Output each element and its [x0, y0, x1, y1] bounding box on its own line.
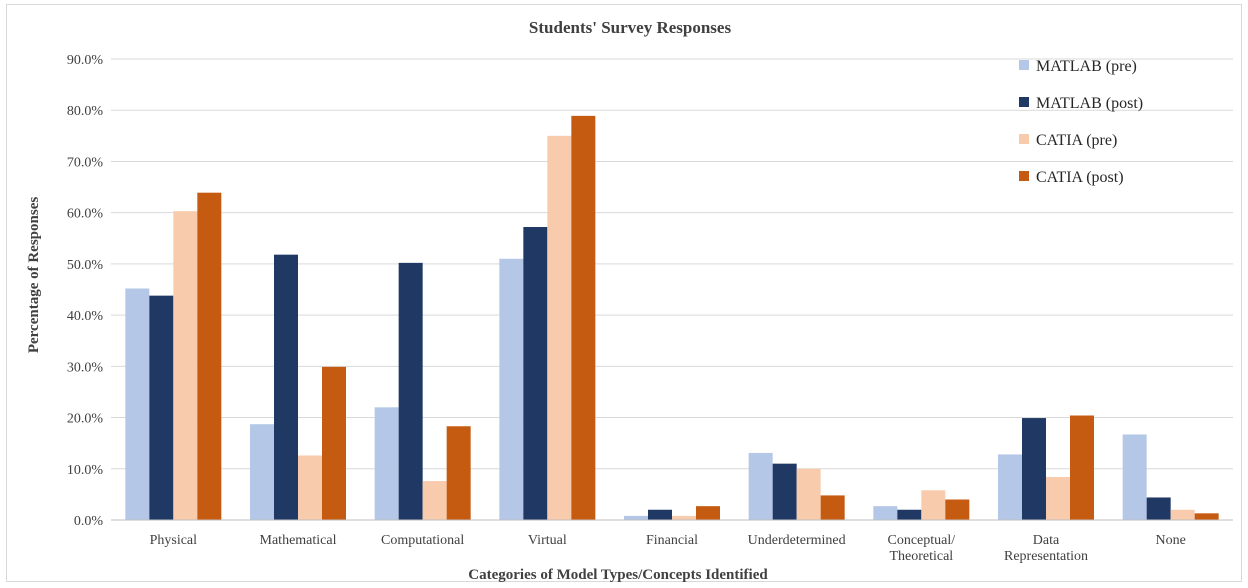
legend-swatch [1019, 60, 1029, 70]
x-tick-label: Representation [1004, 549, 1088, 564]
legend-swatch [1019, 171, 1029, 181]
bar [1046, 476, 1070, 520]
legend-item: MATLAB (pre) [1019, 58, 1137, 75]
bar [672, 515, 696, 520]
bar-chart: Students' Survey Responses Percentage of… [26, 18, 1233, 583]
legend-label: CATIA (pre) [1036, 132, 1117, 149]
legend-swatch [1019, 97, 1029, 107]
bar [173, 211, 198, 520]
x-tick-label: Underdetermined [748, 533, 846, 548]
legend: MATLAB (pre) MATLAB (post) CATIA (pre) CATI… [1019, 58, 1143, 186]
bar [197, 192, 222, 520]
x-tick-label: Data [1033, 533, 1060, 548]
legend-item: MATLAB (post) [1019, 95, 1143, 112]
y-tick-label: 60.0% [67, 207, 104, 222]
bar [1194, 513, 1219, 520]
axes: 0.0% 10.0% 20.0% 30.0% 40.0% 50.0% 60.0% 70.0% 8… [67, 53, 1233, 564]
bar [547, 135, 572, 521]
bar [149, 295, 174, 520]
bar [322, 366, 346, 520]
chart-title: Students' Survey Responses [529, 18, 732, 37]
bar [624, 515, 648, 520]
chart-frame: Students' Survey Responses Percentage of… [6, 4, 1242, 583]
bar [274, 254, 298, 520]
legend-label: MATLAB (post) [1036, 95, 1143, 112]
legend-item: CATIA (post) [1019, 169, 1124, 186]
bar [125, 288, 150, 520]
bar [422, 481, 447, 520]
bar [897, 509, 922, 520]
legend-label: CATIA (post) [1036, 169, 1124, 186]
bar [374, 407, 399, 520]
bar [1146, 497, 1171, 520]
y-tick-label: 30.0% [67, 360, 104, 375]
bar [696, 506, 720, 520]
bar [998, 454, 1022, 520]
x-tick-label: Computational [381, 533, 464, 548]
x-tick-label: Mathematical [260, 533, 337, 548]
x-tick-label: Virtual [528, 533, 567, 548]
bar [1170, 509, 1195, 520]
x-tick-label: Conceptual/ [888, 533, 956, 548]
legend-label: MATLAB (pre) [1036, 58, 1137, 75]
x-axis-title: Categories of Model Types/Concepts Ident… [468, 567, 768, 583]
legend-item: CATIA (pre) [1019, 132, 1117, 149]
bars [125, 115, 1219, 521]
y-tick-label: 70.0% [67, 155, 104, 170]
y-tick-label: 80.0% [67, 104, 104, 119]
x-tick-label: Physical [150, 533, 198, 548]
x-tick-label: Theoretical [889, 549, 953, 564]
bar [1070, 415, 1094, 520]
bar [648, 509, 672, 520]
bar [921, 490, 946, 520]
bar [446, 426, 471, 520]
y-tick-label: 40.0% [67, 309, 104, 324]
bar [523, 227, 548, 520]
legend-swatch [1019, 134, 1029, 144]
bar [571, 115, 596, 521]
bar [772, 463, 797, 520]
y-tick-label: 90.0% [67, 53, 104, 68]
bar [796, 468, 821, 520]
bar [820, 495, 845, 520]
y-tick-label: 10.0% [67, 463, 104, 478]
x-tick-label: Financial [646, 533, 698, 548]
bar [873, 506, 898, 520]
y-tick-label: 0.0% [74, 514, 104, 529]
bar [499, 258, 524, 520]
bar [1022, 418, 1046, 520]
bar [298, 455, 322, 520]
y-tick-label: 50.0% [67, 258, 104, 273]
bar [748, 452, 773, 520]
bar [1122, 434, 1147, 520]
bar [398, 262, 423, 520]
y-tick-label: 20.0% [67, 412, 104, 427]
bar [250, 424, 274, 520]
y-axis-title: Percentage of Responses [26, 197, 42, 354]
x-tick-label: None [1156, 533, 1186, 548]
bar [945, 499, 970, 520]
